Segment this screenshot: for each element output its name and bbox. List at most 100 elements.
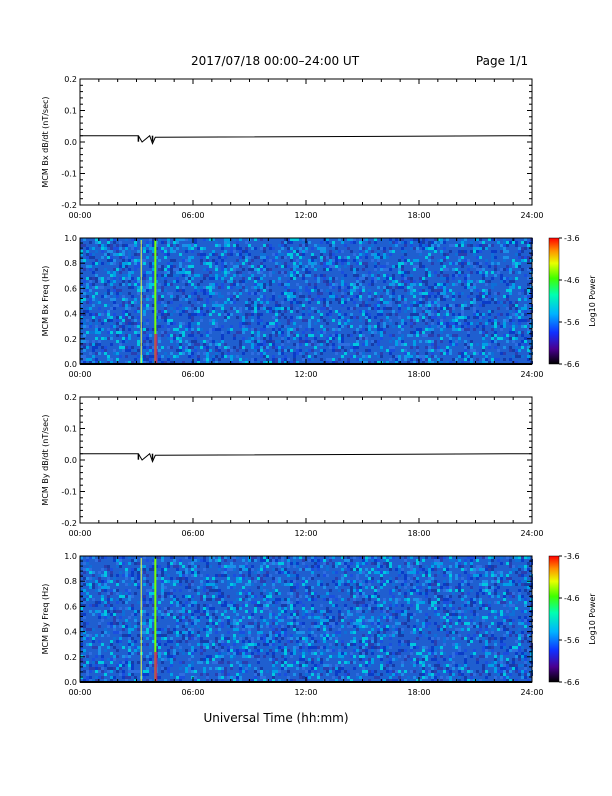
spectrogram-cell: [173, 268, 176, 271]
spectrogram-cell: [353, 268, 356, 271]
spectrogram-cell: [290, 319, 293, 322]
spectrogram-cell: [380, 586, 383, 589]
spectrogram-cell: [122, 574, 125, 577]
spectrogram-cell: [239, 577, 242, 580]
spectrogram-cell: [365, 313, 368, 316]
spectrogram-cell: [215, 343, 218, 346]
spectrogram-cell: [239, 259, 242, 262]
spectrogram-cell: [305, 289, 308, 292]
spectrogram-cell: [350, 592, 353, 595]
spectrogram-cell: [221, 343, 224, 346]
spectrogram-cell: [308, 574, 311, 577]
spectrogram-cell: [443, 352, 446, 355]
spectrogram-cell: [458, 574, 461, 577]
spectrogram-cell: [494, 319, 497, 322]
spectrogram-cell: [149, 298, 152, 301]
spectrogram-cell: [476, 559, 479, 562]
spectrogram-cell: [374, 562, 377, 565]
spectrogram-cell: [260, 304, 263, 307]
spectrogram-cell: [449, 316, 452, 319]
spectrogram-cell: [431, 313, 434, 316]
spectrogram-cell: [92, 349, 95, 352]
spectrogram-cell: [332, 259, 335, 262]
spectrogram-cell: [122, 349, 125, 352]
spectrogram-cell: [398, 589, 401, 592]
spectrogram-cell: [512, 568, 515, 571]
spectrogram-cell: [134, 559, 137, 562]
spectrogram-cell: [131, 295, 134, 298]
spectrogram-cell: [128, 280, 131, 283]
spectrogram-cell: [524, 319, 527, 322]
spectrogram-cell: [326, 328, 329, 331]
spectrogram-cell: [356, 586, 359, 589]
spectrogram-cell: [335, 295, 338, 298]
spectrogram-cell: [83, 583, 86, 586]
spectrogram-cell: [284, 286, 287, 289]
spectrogram-cell: [95, 313, 98, 316]
spectrogram-cell: [449, 244, 452, 247]
spectrogram-cell: [275, 310, 278, 313]
spectrogram-cell: [515, 307, 518, 310]
spectrogram-cell: [455, 562, 458, 565]
spectrogram-cell: [470, 562, 473, 565]
spectrogram-cell: [218, 313, 221, 316]
spectrogram-cell: [425, 325, 428, 328]
spectrogram-cell: [323, 262, 326, 265]
spectrogram-cell: [104, 253, 107, 256]
spectrogram-cell: [425, 244, 428, 247]
spectrogram-cell: [440, 268, 443, 271]
spectrogram-cell: [524, 289, 527, 292]
spectrogram-cell: [437, 589, 440, 592]
spectrogram-cell: [398, 301, 401, 304]
spectrogram-cell: [194, 241, 197, 244]
spectrogram-cell: [203, 340, 206, 343]
spectrogram-cell: [371, 280, 374, 283]
spectrogram-cell: [128, 292, 131, 295]
spectrogram-cell: [299, 247, 302, 250]
spectrogram-cell: [449, 580, 452, 583]
spectrogram-cell: [293, 250, 296, 253]
spectrogram-cell: [182, 256, 185, 259]
spectrogram-cell: [149, 586, 152, 589]
spectrogram-cell: [452, 343, 455, 346]
spectrogram-cell: [479, 583, 482, 586]
spectrogram-cell: [248, 568, 251, 571]
spectrogram-cell: [470, 358, 473, 361]
y-axis-label: MCM By dB/dt (nT/sec): [41, 414, 50, 505]
spectrogram-cell: [197, 283, 200, 286]
spectrogram-cell: [365, 253, 368, 256]
spectrogram-cell: [254, 247, 257, 250]
spectrogram-cell: [212, 595, 215, 598]
spectrogram-cell: [143, 247, 146, 250]
spectrogram-cell: [176, 286, 179, 289]
spectrogram-cell: [299, 349, 302, 352]
spectrogram-cell: [233, 307, 236, 310]
spectrogram-cell: [332, 244, 335, 247]
spectrogram-cell: [257, 586, 260, 589]
spectrogram-cell: [515, 241, 518, 244]
spectrogram-cell: [275, 580, 278, 583]
spectrogram-cell: [242, 274, 245, 277]
spectrogram-cell: [302, 310, 305, 313]
spectrogram-cell: [383, 280, 386, 283]
spectrogram-cell: [239, 358, 242, 361]
spectrogram-cell: [386, 319, 389, 322]
spectrogram-cell: [110, 274, 113, 277]
spectrogram-cell: [170, 292, 173, 295]
spectrogram-cell: [374, 340, 377, 343]
spectrogram-cell: [125, 322, 128, 325]
spectrogram-cell: [215, 589, 218, 592]
spectrogram-cell: [86, 325, 89, 328]
spectrogram-cell: [293, 265, 296, 268]
spectrogram-cell: [452, 316, 455, 319]
spectrogram-cell: [356, 337, 359, 340]
spectrogram-cell: [206, 346, 209, 349]
spectrogram-cell: [131, 313, 134, 316]
spectrogram-cell: [380, 298, 383, 301]
spectrogram-cell: [398, 565, 401, 568]
spectrogram-cell: [344, 265, 347, 268]
spectrogram-cell: [341, 271, 344, 274]
spectrogram-cell: [335, 259, 338, 262]
spectrogram-cell: [158, 301, 161, 304]
spectrogram-cell: [92, 271, 95, 274]
